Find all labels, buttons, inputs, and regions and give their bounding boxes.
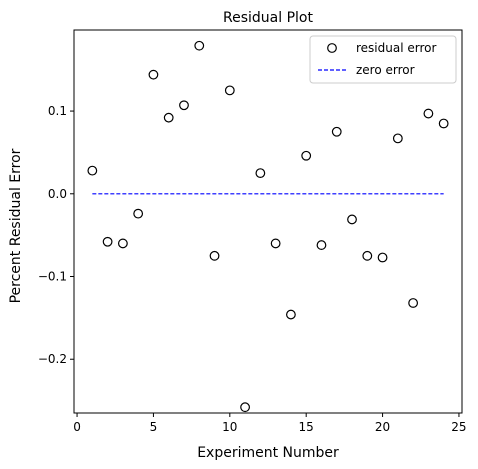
- data-point: [438, 118, 449, 129]
- x-tick-label: 15: [299, 420, 314, 434]
- y-tick-label: 0.1: [48, 104, 67, 118]
- data-point: [148, 69, 159, 80]
- data-point: [392, 133, 403, 144]
- legend-box: [309, 35, 457, 84]
- x-tick-label: 20: [375, 420, 390, 434]
- data-point: [301, 150, 312, 161]
- data-point: [209, 250, 220, 261]
- legend: residual error zero error: [309, 35, 457, 84]
- data-point: [423, 108, 434, 119]
- y-tick-label: −0.1: [38, 270, 67, 284]
- data-point: [347, 214, 357, 225]
- chart-title: Residual Plot: [223, 10, 313, 26]
- plot-area: [87, 40, 449, 413]
- data-point: [331, 126, 342, 137]
- plot-frame: [73, 29, 463, 414]
- legend-marker-swatch: [327, 43, 337, 53]
- y-tick-label: 0.0: [48, 187, 67, 201]
- data-point: [224, 85, 235, 96]
- axes: 0 5 10 15 20 25 −0.2 −0.1 0.0 0.1: [38, 29, 467, 434]
- data-point: [133, 208, 144, 219]
- data-point: [270, 238, 281, 249]
- data-point: [255, 168, 266, 179]
- x-axis-title: Experiment Number: [197, 445, 339, 461]
- data-point: [163, 112, 174, 123]
- x-tick-label: 0: [73, 420, 81, 434]
- y-tick-label: −0.2: [38, 352, 67, 366]
- data-point: [377, 252, 388, 263]
- data-point: [87, 165, 98, 176]
- data-point: [194, 40, 205, 51]
- legend-label: residual error: [356, 41, 436, 55]
- y-axis-title: Percent Residual Error: [8, 148, 24, 303]
- x-tick-label: 10: [222, 420, 237, 434]
- data-point: [102, 236, 113, 247]
- legend-label: zero error: [356, 63, 415, 77]
- x-tick-label: 25: [451, 420, 466, 434]
- data-point: [240, 402, 250, 413]
- data-point: [286, 309, 296, 320]
- data-point: [316, 240, 327, 250]
- data-point: [117, 238, 128, 249]
- data-point: [408, 298, 419, 308]
- x-tick-label: 5: [150, 420, 158, 434]
- data-point: [179, 100, 189, 111]
- data-point: [362, 250, 373, 261]
